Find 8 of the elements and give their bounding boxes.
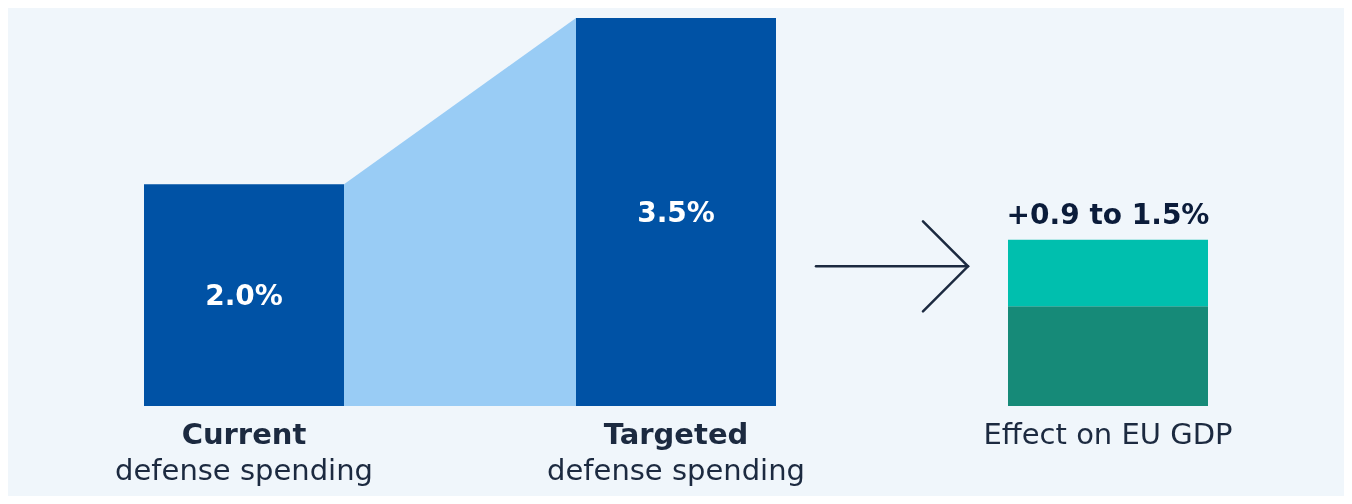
x-tick-label: Effect on EU GDP: [983, 417, 1233, 451]
data-label: 3.5%: [637, 196, 715, 229]
bar: [1008, 239, 1208, 307]
bar: [1008, 306, 1208, 406]
total-label: +0.9 to 1.5%: [1006, 197, 1210, 231]
data-label: 2.0%: [205, 279, 283, 313]
x-tick-label: Targeted defense spending: [547, 417, 805, 487]
x-tick-label: Current defense spending: [115, 417, 373, 487]
